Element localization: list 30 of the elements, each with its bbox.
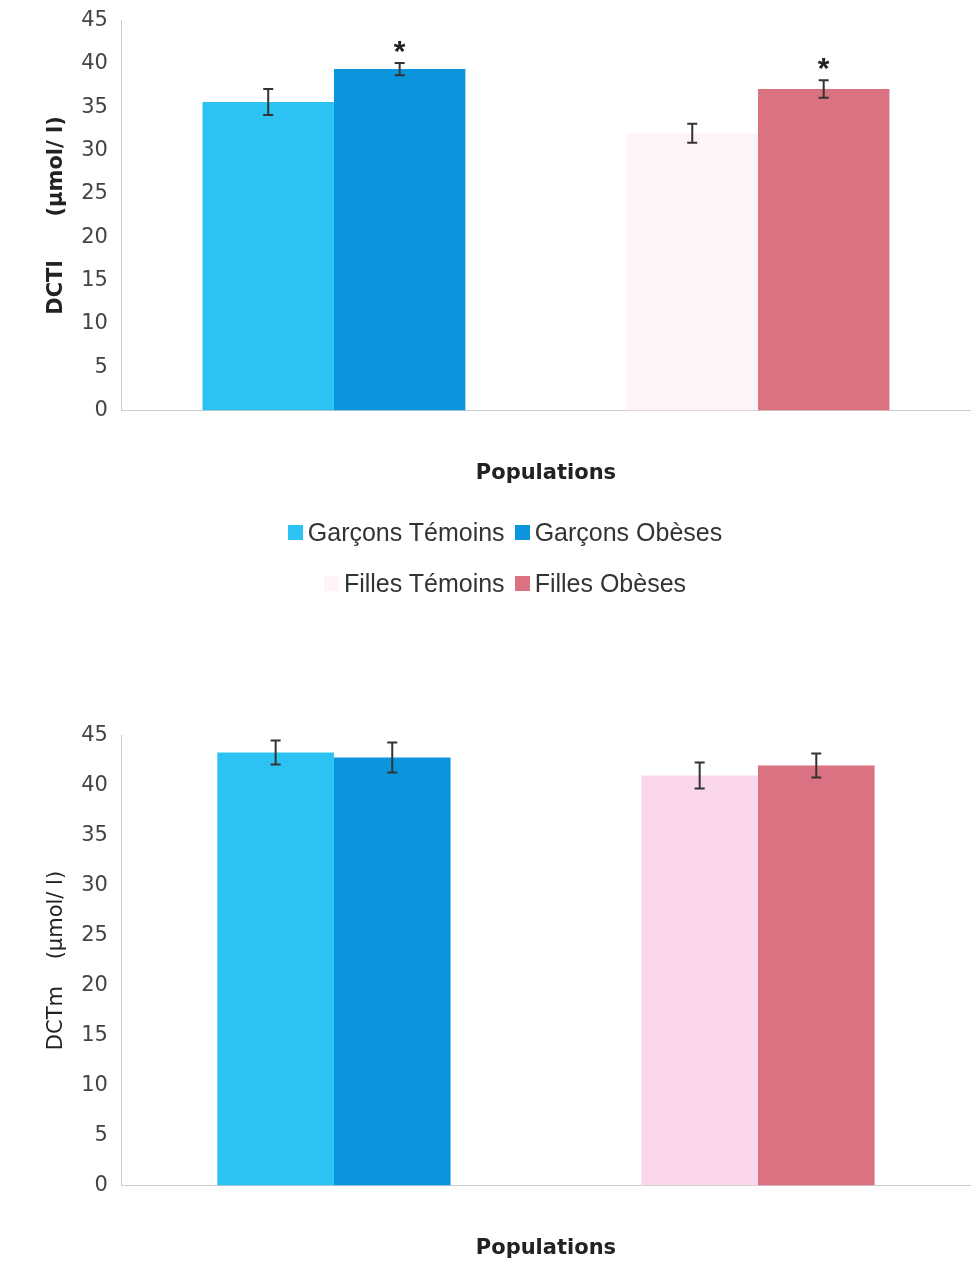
y-axis-title: DCTm (µmol/ l) (43, 870, 68, 1051)
y-tick-label: 35 (81, 822, 108, 847)
y-tick-label: 10 (81, 1071, 108, 1096)
legend-label: Filles Témoins (343, 569, 505, 598)
y-tick-label: 40 (81, 50, 108, 75)
y-tick-label: 40 (81, 772, 108, 797)
y-tick-label: 15 (81, 266, 108, 291)
y-tick-label: 10 (81, 310, 108, 335)
y-tick-label: 25 (81, 921, 108, 946)
y-tick-label: 30 (81, 136, 108, 161)
y-tick-label: 0 (94, 1171, 108, 1196)
legend-label: Filles Obèses (534, 569, 687, 598)
y-axis-title: DCTl (µmol/ l) (43, 116, 68, 315)
x-axis-title: Populations (475, 1234, 617, 1259)
data-label: * (393, 34, 406, 68)
legend-label: Garçons Témoins (307, 518, 505, 547)
y-tick-label: 15 (81, 1021, 108, 1046)
data-label: * (817, 51, 830, 85)
y-tick-label: 5 (94, 353, 108, 378)
y-tick-label: 35 (81, 93, 108, 118)
x-axis-title: Populations (475, 459, 617, 484)
legend-label: Garçons Obèses (534, 518, 723, 547)
y-tick-label: 45 (81, 722, 108, 747)
y-tick-label: 0 (94, 396, 108, 421)
y-tick-label: 20 (81, 223, 108, 248)
y-tick-label: 30 (81, 871, 108, 896)
y-tick-label: 25 (81, 180, 108, 205)
y-tick-label: 20 (81, 971, 108, 996)
y-tick-label: 5 (94, 1121, 108, 1146)
y-tick-label: 45 (81, 7, 108, 32)
